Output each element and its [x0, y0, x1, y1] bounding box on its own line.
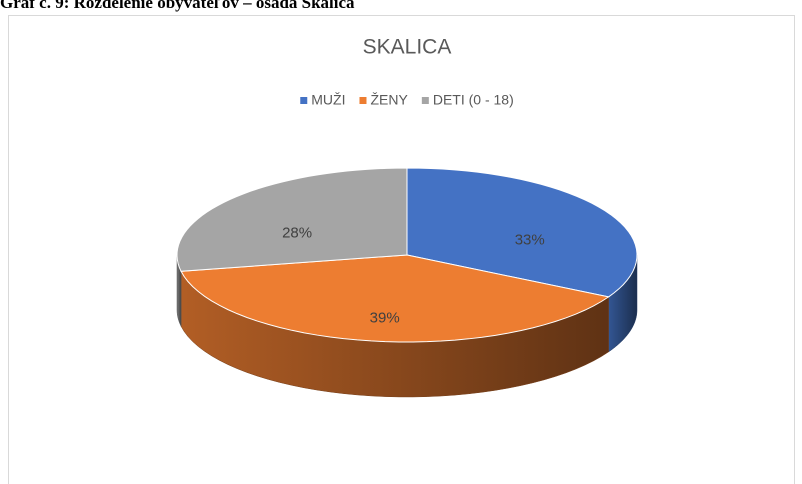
slice	[406, 167, 638, 298]
slice	[180, 254, 610, 343]
pie: 33% 39% 28%	[176, 167, 638, 398]
legend-item: DETI (0 - 18)	[421, 92, 514, 108]
data-label: 39%	[370, 310, 400, 327]
legend-item: MUŽI	[300, 92, 345, 108]
legend-swatch	[300, 97, 308, 104]
legend-swatch	[421, 97, 429, 104]
legend-label: ŽENY	[370, 92, 408, 108]
legend-item: ŽENY	[359, 92, 408, 108]
slice	[176, 167, 408, 272]
caption: Graf č. 9: Rozdelenie obyvateľov – osada…	[0, 0, 355, 12]
legend-label: MUŽI	[311, 92, 345, 108]
legend: MUŽI ŽENY DETI (0 - 18)	[300, 92, 514, 108]
chart-title: SKALICA	[363, 36, 452, 59]
data-label: 28%	[282, 225, 312, 242]
legend-label: DETI (0 - 18)	[433, 92, 514, 108]
data-label: 33%	[515, 231, 545, 248]
legend-swatch	[359, 97, 367, 104]
